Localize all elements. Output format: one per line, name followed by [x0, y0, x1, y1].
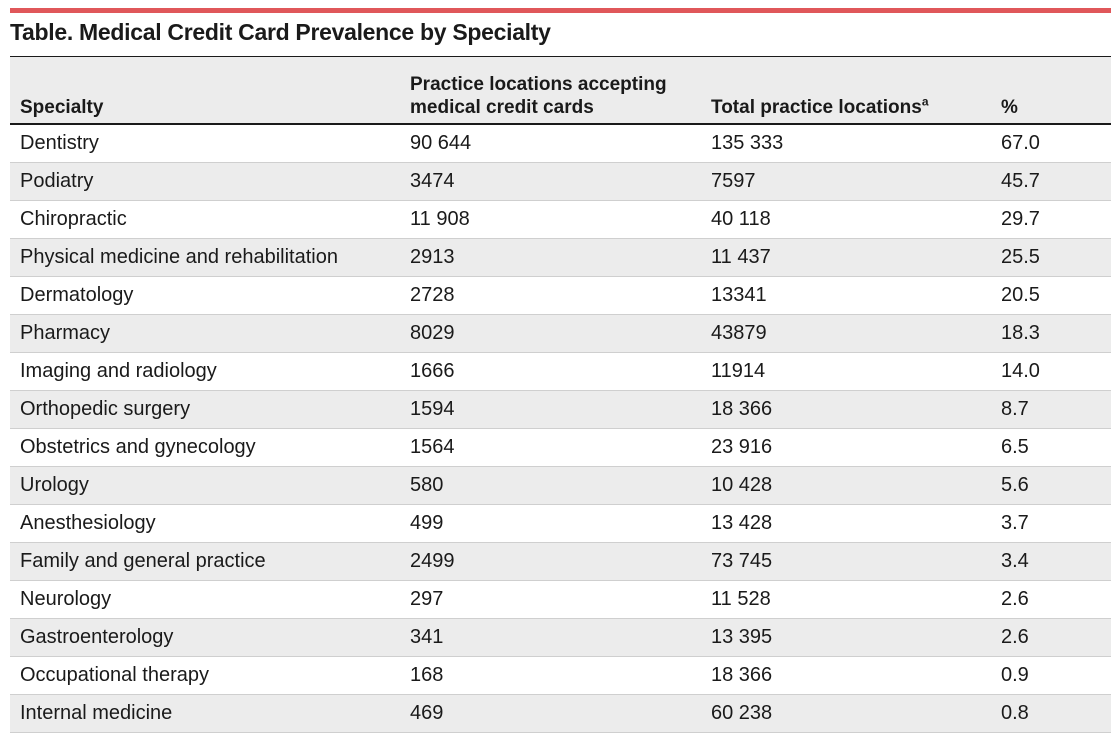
specialty-cell: Chiropractic — [10, 200, 400, 239]
total-count-cell: 18 366 — [701, 656, 991, 695]
table-title: Table. Medical Credit Card Prevalence by… — [10, 19, 551, 45]
table-header: Specialty Practice locations accepting m… — [10, 57, 1111, 125]
percent-cell: 20.5 — [991, 276, 1111, 315]
total-count-cell: 135 333 — [701, 124, 991, 163]
table-row: Occupational therapy 168 18 366 0.9 — [10, 656, 1111, 695]
accepting-count-cell: 580 — [400, 466, 701, 505]
table-row: Orthopedic surgery 1594 18 366 8.7 — [10, 390, 1111, 429]
table-row: Anesthesiology 499 13 428 3.7 — [10, 504, 1111, 543]
specialty-cell: Dentistry — [10, 124, 400, 163]
header-row: Specialty Practice locations accepting m… — [10, 57, 1111, 125]
column-header-specialty: Specialty — [10, 57, 400, 125]
specialty-cell: Gastroenterology — [10, 618, 400, 657]
accepting-count-cell: 2499 — [400, 542, 701, 581]
accepting-count-cell: 297 — [400, 580, 701, 619]
total-count-cell: 40 118 — [701, 200, 991, 239]
table-row: Urology 580 10 428 5.6 — [10, 466, 1111, 505]
accepting-count-cell: 2913 — [400, 238, 701, 277]
total-count-cell: 10 428 — [701, 466, 991, 505]
total-count-cell: 11 437 — [701, 238, 991, 277]
specialty-cell: Family and general practice — [10, 542, 400, 581]
title-divider — [10, 56, 1111, 57]
footnote-marker: a — [921, 94, 929, 109]
accepting-count-cell: 1564 — [400, 428, 701, 467]
total-count-cell: 11 528 — [701, 580, 991, 619]
percent-cell: 0.8 — [991, 694, 1111, 733]
table-row: Imaging and radiology 1666 11914 14.0 — [10, 352, 1111, 391]
accepting-count-cell: 1594 — [400, 390, 701, 429]
specialty-cell: Internal medicine — [10, 694, 400, 733]
title-accent-rule — [10, 8, 1111, 13]
accepting-count-cell: 499 — [400, 504, 701, 543]
accepting-count-cell: 3474 — [400, 162, 701, 201]
column-header-accepting: Practice locations accepting medical cre… — [400, 57, 701, 125]
table-row: Pharmacy 8029 43879 18.3 — [10, 314, 1111, 353]
total-count-cell: 11914 — [701, 352, 991, 391]
table-row: Dermatology 2728 13341 20.5 — [10, 276, 1111, 315]
accepting-count-cell: 168 — [400, 656, 701, 695]
table-row: Chiropractic 11 908 40 118 29.7 — [10, 200, 1111, 239]
percent-cell: 14.0 — [991, 352, 1111, 391]
specialty-cell: Orthopedic surgery — [10, 390, 400, 429]
percent-cell: 45.7 — [991, 162, 1111, 201]
table-row: Obstetrics and gynecology 1564 23 916 6.5 — [10, 428, 1111, 467]
total-count-cell: 13341 — [701, 276, 991, 315]
table-body: Dentistry 90 644 135 333 67.0 Podiatry 3474 75… — [10, 124, 1111, 733]
specialty-cell: Pharmacy — [10, 314, 400, 353]
percent-cell: 8.7 — [991, 390, 1111, 429]
percent-cell: 29.7 — [991, 200, 1111, 239]
table-row: Physical medicine and rehabilitation 2913… — [10, 238, 1111, 277]
percent-cell: 25.5 — [991, 238, 1111, 277]
table-row: Internal medicine 469 60 238 0.8 — [10, 694, 1111, 733]
column-header-total: Total practice locationsa — [701, 57, 991, 125]
percent-cell: 2.6 — [991, 618, 1111, 657]
table-row: Gastroenterology 341 13 395 2.6 — [10, 618, 1111, 657]
accepting-count-cell: 90 644 — [400, 124, 701, 163]
table-row: Podiatry 3474 7597 45.7 — [10, 162, 1111, 201]
specialty-cell: Dermatology — [10, 276, 400, 315]
specialty-cell: Occupational therapy — [10, 656, 400, 695]
specialty-cell: Urology — [10, 466, 400, 505]
accepting-count-cell: 469 — [400, 694, 701, 733]
specialty-cell: Anesthesiology — [10, 504, 400, 543]
total-count-cell: 13 395 — [701, 618, 991, 657]
table-row: Dentistry 90 644 135 333 67.0 — [10, 124, 1111, 163]
specialty-cell: Physical medicine and rehabilitation — [10, 238, 400, 277]
percent-cell: 0.9 — [991, 656, 1111, 695]
total-count-cell: 13 428 — [701, 504, 991, 543]
percent-cell: 3.7 — [991, 504, 1111, 543]
specialty-cell: Obstetrics and gynecology — [10, 428, 400, 467]
total-count-cell: 43879 — [701, 314, 991, 353]
total-count-cell: 18 366 — [701, 390, 991, 429]
accepting-count-cell: 1666 — [400, 352, 701, 391]
percent-cell: 5.6 — [991, 466, 1111, 505]
percent-cell: 67.0 — [991, 124, 1111, 163]
total-count-cell: 73 745 — [701, 542, 991, 581]
specialty-cell: Imaging and radiology — [10, 352, 400, 391]
total-count-cell: 23 916 — [701, 428, 991, 467]
accepting-count-cell: 11 908 — [400, 200, 701, 239]
specialty-cell: Neurology — [10, 580, 400, 619]
table-row: Neurology 297 11 528 2.6 — [10, 580, 1111, 619]
percent-cell: 6.5 — [991, 428, 1111, 467]
prevalence-table: Specialty Practice locations accepting m… — [10, 57, 1111, 733]
accepting-count-cell: 2728 — [400, 276, 701, 315]
accepting-count-cell: 8029 — [400, 314, 701, 353]
percent-cell: 18.3 — [991, 314, 1111, 353]
percent-cell: 2.6 — [991, 580, 1111, 619]
specialty-cell: Podiatry — [10, 162, 400, 201]
percent-cell: 3.4 — [991, 542, 1111, 581]
column-header-percent: % — [991, 57, 1111, 125]
total-count-cell: 60 238 — [701, 694, 991, 733]
accepting-count-cell: 341 — [400, 618, 701, 657]
table-row: Family and general practice 2499 73 745 3.4 — [10, 542, 1111, 581]
total-count-cell: 7597 — [701, 162, 991, 201]
